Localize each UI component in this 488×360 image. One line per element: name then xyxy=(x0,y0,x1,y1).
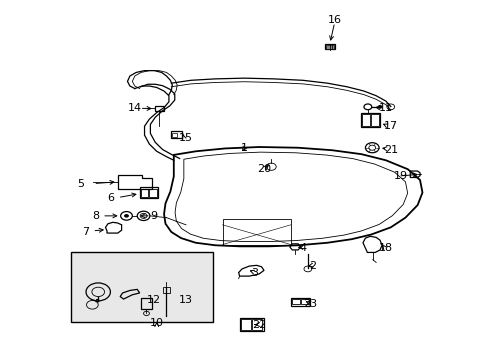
Bar xyxy=(300,299,308,305)
Bar xyxy=(290,298,310,306)
Text: 5: 5 xyxy=(78,179,84,189)
Bar xyxy=(155,106,163,111)
Text: 22: 22 xyxy=(251,320,265,330)
Text: 6: 6 xyxy=(107,193,114,203)
Text: 7: 7 xyxy=(82,227,89,237)
Text: 1: 1 xyxy=(241,143,247,153)
Text: 21: 21 xyxy=(383,144,397,154)
Text: 9: 9 xyxy=(150,211,158,221)
Text: 10: 10 xyxy=(149,319,163,328)
Text: 20: 20 xyxy=(256,164,270,174)
Circle shape xyxy=(377,105,382,109)
Text: 15: 15 xyxy=(179,133,193,143)
Bar xyxy=(241,319,250,329)
Bar xyxy=(360,113,379,127)
Bar xyxy=(140,187,158,198)
Bar xyxy=(172,134,177,137)
Bar xyxy=(171,131,182,138)
Text: 12: 12 xyxy=(147,295,161,305)
Bar xyxy=(331,45,333,49)
Text: 23: 23 xyxy=(303,299,317,309)
Text: 16: 16 xyxy=(327,15,341,26)
Bar xyxy=(71,252,212,321)
Text: 2: 2 xyxy=(308,261,316,271)
Text: 8: 8 xyxy=(92,211,99,221)
Text: 4: 4 xyxy=(299,243,306,253)
Bar xyxy=(292,299,299,305)
Text: 17: 17 xyxy=(383,121,397,131)
Bar xyxy=(141,298,152,309)
Text: 18: 18 xyxy=(378,243,392,253)
Bar xyxy=(370,114,378,126)
Text: 3: 3 xyxy=(250,268,257,278)
Text: 19: 19 xyxy=(393,171,407,181)
Text: 13: 13 xyxy=(179,295,193,305)
Bar xyxy=(163,287,170,293)
Circle shape xyxy=(124,214,129,218)
Bar xyxy=(239,318,264,330)
Bar xyxy=(325,45,331,49)
Bar xyxy=(141,189,148,197)
Bar xyxy=(149,189,157,197)
Text: 11: 11 xyxy=(378,103,392,113)
Bar xyxy=(251,319,261,329)
Text: 14: 14 xyxy=(127,103,142,113)
Bar xyxy=(361,114,369,126)
